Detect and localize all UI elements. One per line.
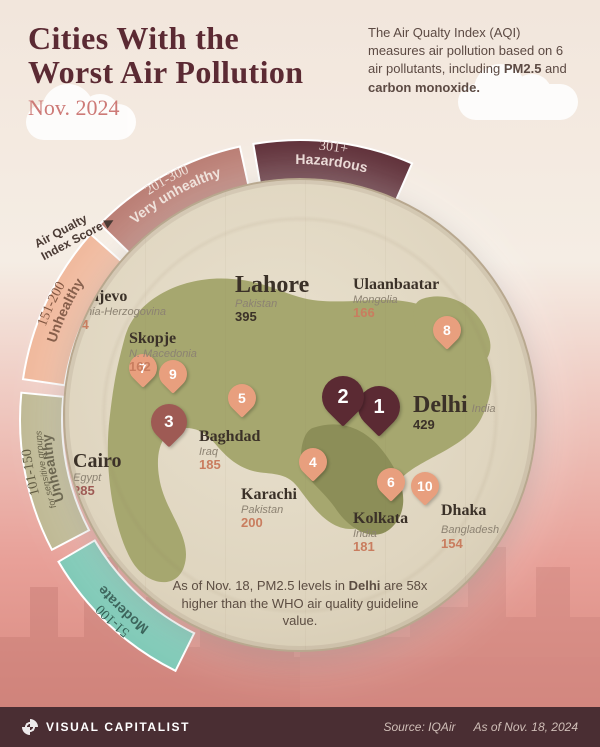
svg-text:Hazardous: Hazardous bbox=[295, 151, 369, 176]
title: Cities With the Worst Air Pollution bbox=[28, 22, 303, 89]
map-pin-7: 7 bbox=[129, 354, 157, 382]
footer: VISUAL CAPITALIST Source: IQAir As of No… bbox=[0, 707, 600, 747]
map-pin-8: 8 bbox=[433, 316, 461, 344]
map-pin-2: 2 bbox=[322, 376, 364, 418]
map-pin-3: 3 bbox=[151, 404, 187, 440]
map-pin-5: 5 bbox=[228, 384, 256, 412]
map-pin-10: 10 bbox=[411, 472, 439, 500]
footer-source: Source: IQAir bbox=[383, 720, 455, 734]
date-subtitle: Nov. 2024 bbox=[28, 95, 303, 121]
aqi-description: The Air Qualty Index (AQI) measures air … bbox=[368, 24, 578, 97]
svg-text:for sensitive groups: for sensitive groups bbox=[33, 430, 58, 510]
map-pin-1: 1 bbox=[358, 386, 400, 428]
map-pin-9: 9 bbox=[159, 360, 187, 388]
svg-text:101-150: 101-150 bbox=[20, 448, 44, 497]
footer-asof: As of Nov. 18, 2024 bbox=[473, 720, 578, 734]
brand: VISUAL CAPITALIST bbox=[22, 719, 190, 735]
brand-logo-icon bbox=[22, 719, 38, 735]
map-pin-4: 4 bbox=[299, 448, 327, 476]
svg-text:301+: 301+ bbox=[318, 139, 349, 157]
delhi-note: As of Nov. 18, PM2.5 levels in Delhi are… bbox=[170, 577, 430, 630]
header: Cities With the Worst Air Pollution Nov.… bbox=[28, 22, 303, 121]
map-pin-6: 6 bbox=[377, 468, 405, 496]
globe: 12345678910 Delhi India 429 Lahore Pakis… bbox=[63, 178, 537, 652]
